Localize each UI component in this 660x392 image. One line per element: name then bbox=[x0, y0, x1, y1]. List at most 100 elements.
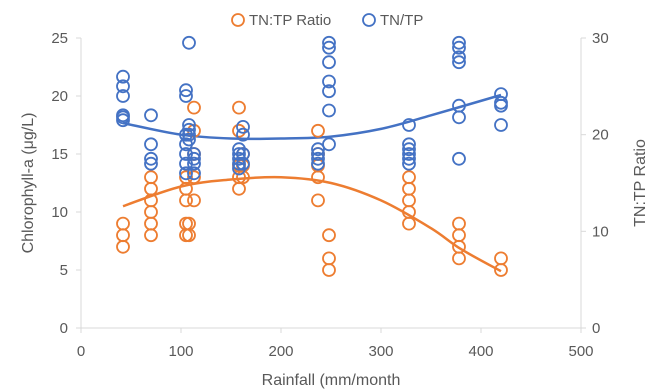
point-tn-tp-ratio bbox=[187, 100, 201, 115]
point-tn-tp bbox=[322, 40, 336, 55]
point-tn-tp bbox=[402, 142, 416, 157]
y2-axis-title: TN:TP Ratio bbox=[632, 139, 649, 227]
trendlines bbox=[122, 93, 502, 273]
point-tn-tp bbox=[311, 147, 325, 161]
point-tn-tp-ratio bbox=[494, 251, 508, 266]
point-tn-tp-ratio bbox=[232, 123, 246, 138]
data-points bbox=[116, 35, 508, 277]
point-tn-tp-ratio bbox=[311, 123, 325, 138]
point-tn-tp bbox=[452, 98, 466, 113]
legend-label-tn-tp: TN/TP bbox=[380, 12, 423, 29]
point-tn-tp bbox=[187, 166, 201, 181]
x-tick-labels: 0 100 200 300 400 500 bbox=[77, 328, 594, 360]
point-tn-tp-ratio bbox=[322, 251, 336, 266]
point-tn-tp-ratio bbox=[322, 263, 336, 277]
point-tn-tp bbox=[322, 55, 336, 70]
point-tn-tp-ratio bbox=[402, 181, 416, 196]
point-tn-tp bbox=[236, 147, 250, 161]
point-tn-tp-ratio bbox=[402, 216, 416, 231]
point-tn-tp-ratio bbox=[402, 170, 416, 185]
point-tn-tp-ratio bbox=[402, 193, 416, 208]
point-tn-tp bbox=[402, 147, 416, 161]
point-tn-tp bbox=[322, 103, 336, 118]
point-tn-tp bbox=[452, 35, 466, 50]
point-tn-tp-ratio bbox=[187, 193, 201, 208]
point-tn-tp-ratio bbox=[322, 228, 336, 243]
y-tick-labels: 0 5 10 15 20 25 bbox=[51, 30, 81, 337]
point-tn-tp-ratio bbox=[182, 216, 196, 231]
point-tn-tp bbox=[494, 87, 508, 101]
point-tn-tp bbox=[494, 118, 508, 132]
point-tn-tp bbox=[322, 84, 336, 99]
point-tn-tp bbox=[116, 69, 130, 84]
point-tn-tp bbox=[402, 137, 416, 152]
point-tn-tp bbox=[452, 50, 466, 65]
x-tick-label: 500 bbox=[568, 343, 593, 360]
point-tn-tp bbox=[452, 55, 466, 70]
point-tn-tp bbox=[311, 142, 325, 157]
legend-marker-tn-tp bbox=[362, 13, 376, 27]
point-tn-tp bbox=[182, 122, 196, 137]
legend-label-tn-tp-ratio: TN:TP Ratio bbox=[249, 12, 331, 29]
point-tn-tp-ratio bbox=[232, 181, 246, 196]
point-tn-tp-ratio bbox=[452, 251, 466, 266]
point-tn-tp bbox=[402, 156, 416, 171]
point-tn-tp-ratio bbox=[144, 205, 158, 219]
point-tn-tp bbox=[402, 151, 416, 166]
point-tn-tp-ratio bbox=[116, 228, 130, 243]
point-tn-tp-ratio bbox=[452, 228, 466, 243]
point-tn-tp bbox=[452, 40, 466, 55]
point-tn-tp bbox=[182, 132, 196, 147]
point-tn-tp bbox=[322, 137, 336, 152]
y-tick-label: 25 bbox=[51, 30, 68, 47]
point-tn-tp bbox=[236, 156, 250, 171]
point-tn-tp bbox=[116, 108, 130, 123]
y2-tick-label: 30 bbox=[592, 30, 609, 47]
y-tick-label: 20 bbox=[51, 88, 68, 105]
point-tn-tp bbox=[402, 118, 416, 132]
point-tn-tp bbox=[187, 156, 201, 171]
point-tn-tp bbox=[494, 95, 508, 110]
y-tick-label: 15 bbox=[51, 146, 68, 163]
point-tn-tp bbox=[179, 83, 193, 98]
point-tn-tp bbox=[322, 35, 336, 50]
x-tick-label: 400 bbox=[468, 343, 493, 360]
point-tn-tp-ratio bbox=[144, 228, 158, 243]
y-tick-label: 10 bbox=[51, 204, 68, 221]
point-tn-tp bbox=[311, 151, 325, 166]
y2-tick-labels: 0 10 20 30 bbox=[581, 30, 609, 337]
x-tick-label: 300 bbox=[368, 343, 393, 360]
y2-tick-label: 10 bbox=[592, 223, 609, 240]
point-tn-tp-ratio bbox=[116, 216, 130, 231]
point-tn-tp bbox=[187, 147, 201, 161]
point-tn-tp bbox=[144, 156, 158, 171]
point-tn-tp bbox=[322, 74, 336, 89]
point-tn-tp bbox=[144, 137, 158, 152]
point-tn-tp-ratio bbox=[144, 216, 158, 231]
point-tn-tp bbox=[187, 151, 201, 166]
point-tn-tp bbox=[179, 89, 193, 103]
point-tn-tp bbox=[236, 120, 250, 134]
point-tn-tp-ratio bbox=[144, 170, 158, 185]
point-tn-tp bbox=[182, 127, 196, 142]
legend-marker-tn-tp-ratio bbox=[231, 13, 245, 27]
point-tn-tp-ratio bbox=[232, 100, 246, 115]
point-tn-tp bbox=[144, 151, 158, 166]
point-tn-tp bbox=[182, 35, 196, 50]
point-tn-tp bbox=[144, 108, 158, 123]
x-tick-label: 200 bbox=[268, 343, 293, 360]
point-tn-tp-ratio bbox=[311, 193, 325, 208]
y2-tick-label: 0 bbox=[592, 320, 600, 337]
point-tn-tp bbox=[116, 89, 130, 103]
point-tn-tp-ratio bbox=[144, 181, 158, 196]
legend: TN:TP Ratio TN/TP bbox=[231, 12, 423, 29]
x-tick-label: 100 bbox=[168, 343, 193, 360]
point-tn-tp-ratio bbox=[452, 216, 466, 231]
y-axis-title: Chlorophyll-a (μg/L) bbox=[20, 113, 37, 254]
point-tn-tp bbox=[182, 118, 196, 132]
y2-tick-label: 20 bbox=[592, 127, 609, 144]
x-tick-label: 0 bbox=[77, 343, 85, 360]
point-tn-tp-ratio bbox=[116, 239, 130, 254]
point-tn-tp-ratio bbox=[179, 170, 193, 185]
